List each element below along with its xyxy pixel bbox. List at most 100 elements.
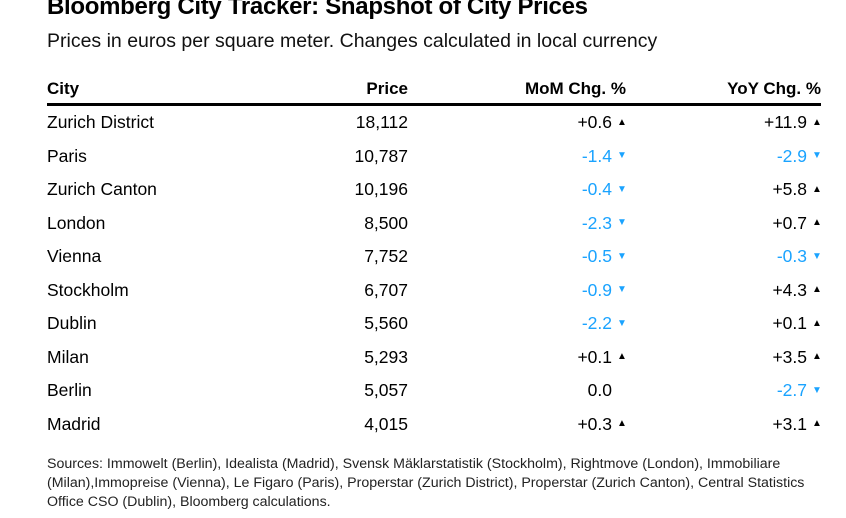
cell-yoy-change: -2.9 ▼ — [776, 145, 822, 167]
cell-mom-change-value: -2.3 — [581, 212, 612, 233]
cell-city: Zurich Canton — [47, 179, 157, 199]
table-row: Berlin 5,057 0.0 -2.7 ▼ — [47, 374, 822, 408]
cell-city: Berlin — [47, 380, 92, 400]
triangle-up-icon: ▲ — [617, 418, 627, 429]
triangle-down-icon: ▼ — [812, 384, 822, 396]
triangle-up-icon: ▲ — [812, 317, 822, 329]
cell-yoy-change-value: +0.7 — [772, 212, 807, 233]
cell-price: 6,707 — [364, 279, 408, 300]
cell-mom-change: -1.4 ▼ — [581, 145, 627, 167]
table-row: Stockholm 6,707 -0.9 ▼ +4.3 ▲ — [47, 274, 822, 308]
table-row: Paris 10,787 -1.4 ▼ -2.9 ▼ — [47, 140, 822, 174]
cell-mom-change-value: -0.4 — [581, 179, 612, 199]
cell-city: Milan — [47, 346, 89, 367]
cell-yoy-change-value: +0.1 — [772, 313, 807, 333]
cell-city: London — [47, 212, 106, 233]
cell-price: 10,787 — [354, 145, 408, 166]
triangle-up-icon: ▲ — [617, 116, 627, 128]
cell-price: 5,293 — [364, 346, 408, 367]
cell-price: 5,560 — [364, 313, 408, 333]
cell-yoy-change: +3.5 ▲ — [772, 347, 821, 368]
cell-yoy-change: -0.3 ▼ — [776, 246, 822, 267]
triangle-up-icon: ▲ — [812, 183, 822, 195]
cell-price: 10,196 — [354, 179, 408, 199]
cell-yoy-change: +0.7 ▲ — [772, 213, 821, 234]
cell-yoy-change-value: +5.8 — [772, 179, 807, 199]
table-row: Vienna 7,752 -0.5 ▼ -0.3 ▼ — [47, 240, 822, 274]
cell-yoy-change-value: +11.9 — [764, 112, 807, 132]
cell-yoy-change-value: -2.7 — [776, 380, 807, 400]
cell-price: 4,015 — [364, 413, 408, 434]
cell-mom-change-value: +0.1 — [577, 346, 612, 367]
table-row: Dublin 5,560 -2.2 ▼ +0.1 ▲ — [47, 307, 822, 341]
cell-yoy-change: -2.7 ▼ — [776, 380, 822, 401]
column-header-price: Price — [366, 79, 408, 98]
cell-price: 5,057 — [364, 380, 408, 400]
cell-yoy-change: +5.8 ▲ — [772, 179, 821, 200]
cell-mom-change-value: -2.2 — [581, 313, 612, 333]
cell-price: 8,500 — [364, 212, 408, 233]
triangle-up-icon: ▲ — [812, 217, 822, 228]
cell-mom-change: -0.9 ▼ — [581, 279, 627, 301]
cell-mom-change-value: -0.5 — [581, 246, 612, 266]
cell-yoy-change: +4.3 ▲ — [772, 280, 821, 301]
table-row: Milan 5,293 +0.1 ▲ +3.5 ▲ — [47, 341, 822, 375]
triangle-down-icon: ▼ — [812, 150, 822, 161]
chart-subtitle: Prices in euros per square meter. Change… — [47, 30, 658, 52]
table-body: Zurich District 18,112 +0.6 ▲ +11.9 ▲ Paris 10,… — [47, 106, 822, 442]
cell-yoy-change-value: +3.1 — [772, 413, 807, 434]
price-table: City Price MoM Chg. % YoY Chg. % Zurich … — [47, 76, 822, 442]
cell-mom-change-value: +0.3 — [577, 413, 612, 434]
cell-mom-change: -0.4 ▼ — [581, 179, 627, 200]
cell-mom-change-value: +0.6 — [577, 112, 612, 132]
triangle-down-icon: ▼ — [617, 150, 627, 161]
triangle-down-icon: ▼ — [617, 217, 627, 228]
cell-yoy-change-value: +3.5 — [772, 346, 807, 367]
cell-mom-change: +0.3 ▲ — [577, 414, 626, 435]
triangle-up-icon: ▲ — [812, 116, 822, 128]
cell-yoy-change-value: -2.9 — [776, 145, 807, 166]
triangle-up-icon: ▲ — [812, 284, 822, 295]
cell-mom-change-value: 0.0 — [587, 380, 612, 400]
cell-mom-change: -2.2 ▼ — [581, 313, 627, 334]
cell-city: Dublin — [47, 313, 97, 333]
cell-mom-change: +0.1 ▲ — [577, 347, 626, 368]
triangle-down-icon: ▼ — [617, 250, 627, 262]
cell-price: 18,112 — [355, 112, 408, 132]
column-header-city: City — [47, 79, 80, 98]
triangle-up-icon: ▲ — [812, 351, 822, 362]
cell-yoy-change: +11.9 ▲ — [764, 112, 822, 133]
cell-mom-change: 0.0 — [588, 380, 626, 401]
cell-mom-change-value: -1.4 — [581, 145, 612, 166]
triangle-down-icon: ▼ — [617, 284, 627, 295]
cell-mom-change: +0.6 ▲ — [577, 112, 626, 133]
cell-yoy-change: +0.1 ▲ — [772, 313, 821, 334]
triangle-up-icon: ▲ — [812, 418, 822, 429]
triangle-down-icon: ▼ — [617, 317, 627, 329]
sources-note: Sources: Immowelt (Berlin), Idealista (M… — [47, 456, 805, 510]
cell-city: Stockholm — [47, 279, 129, 300]
cell-yoy-change-value: +4.3 — [772, 279, 807, 300]
table-row: Madrid 4,015 +0.3 ▲ +3.1 ▲ — [47, 408, 822, 442]
cell-price: 7,752 — [364, 246, 408, 266]
cell-city: Vienna — [47, 246, 102, 266]
cell-mom-change-value: -0.9 — [581, 279, 612, 300]
chart-title: Bloomberg City Tracker: Snapshot of City… — [47, 0, 588, 20]
column-header-mom: MoM Chg. % — [524, 79, 626, 98]
table-row: London 8,500 -2.3 ▼ +0.7 ▲ — [47, 207, 822, 241]
column-header-yoy: YoY Chg. % — [727, 79, 821, 98]
cell-city: Zurich District — [47, 112, 154, 132]
cell-yoy-change-value: -0.3 — [776, 246, 807, 266]
cell-city: Paris — [47, 145, 87, 166]
cell-yoy-change: +3.1 ▲ — [772, 414, 821, 435]
triangle-up-icon: ▲ — [617, 351, 627, 362]
table-header-row: City Price MoM Chg. % YoY Chg. % — [47, 76, 821, 106]
cell-city: Madrid — [47, 413, 101, 434]
table-row: Zurich District 18,112 +0.6 ▲ +11.9 ▲ — [47, 106, 822, 140]
cell-mom-change: -2.3 ▼ — [581, 212, 627, 234]
table-row: Zurich Canton 10,196 -0.4 ▼ +5.8 ▲ — [47, 173, 822, 207]
cell-mom-change: -0.5 ▼ — [581, 246, 627, 267]
triangle-down-icon: ▼ — [812, 250, 822, 262]
triangle-down-icon: ▼ — [617, 183, 627, 195]
